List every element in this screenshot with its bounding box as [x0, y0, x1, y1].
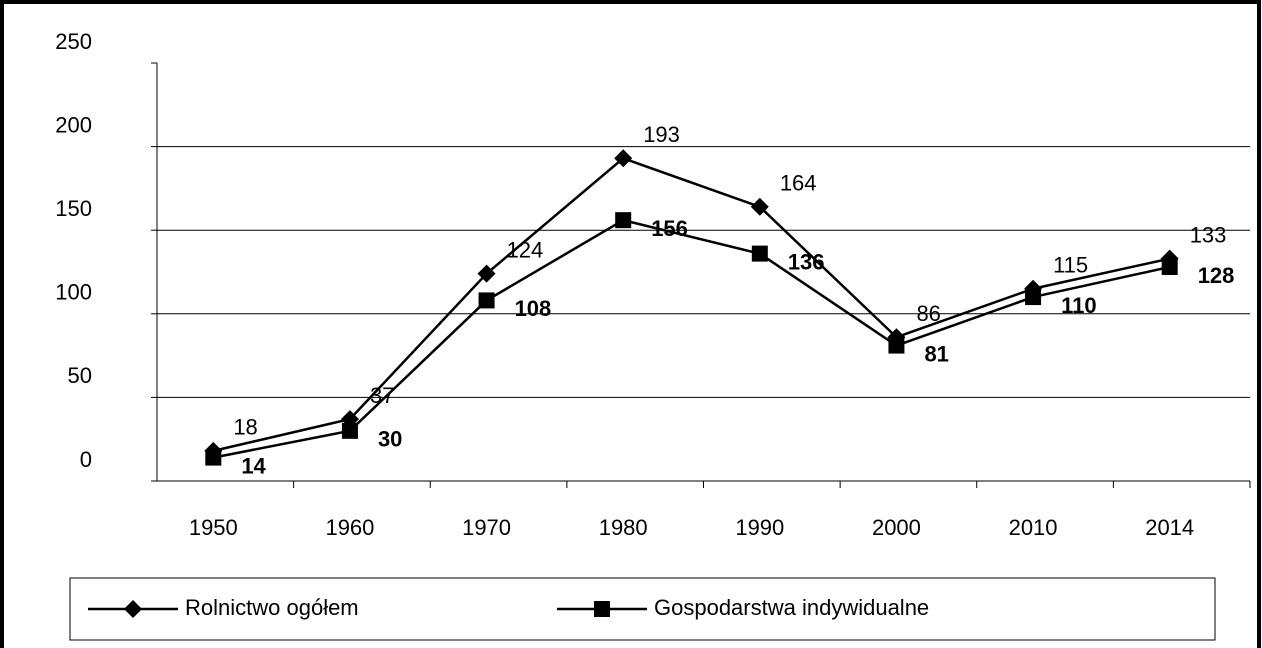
x-tick-label: 1950	[189, 515, 238, 540]
data-label: 14	[241, 453, 266, 478]
series-line	[213, 156, 1170, 453]
x-tick-label: 1980	[599, 515, 648, 540]
square-marker	[615, 212, 632, 229]
square-marker	[751, 245, 768, 262]
legend-label: Gospodarstwa indywidualne	[654, 595, 929, 620]
legend-box	[69, 577, 1216, 641]
data-label: 108	[515, 296, 552, 321]
diamond-marker	[614, 149, 633, 168]
legend-label: Rolnictwo ogółem	[185, 595, 359, 620]
y-tick-label: 100	[55, 280, 92, 305]
y-tick-label: 150	[55, 196, 92, 221]
square-marker	[594, 601, 610, 617]
x-tick-label: 2014	[1145, 515, 1194, 540]
diamond-marker	[750, 197, 769, 216]
y-tick-label: 200	[55, 112, 92, 137]
data-label: 81	[924, 341, 948, 366]
data-label: 86	[916, 301, 940, 326]
x-tick-label: 1990	[735, 515, 784, 540]
data-label: 164	[780, 171, 817, 196]
x-tick-label: 2010	[1009, 515, 1058, 540]
x-tick-label: 1960	[325, 515, 374, 540]
square-marker	[478, 292, 495, 309]
square-marker	[205, 449, 222, 466]
data-label: 193	[643, 122, 680, 147]
diamond-marker	[477, 264, 496, 283]
data-label: 37	[370, 383, 394, 408]
square-marker	[1161, 258, 1178, 275]
square-marker	[888, 337, 905, 354]
data-label: 110	[1061, 293, 1097, 318]
y-tick-label: 250	[55, 29, 92, 54]
y-tick-label: 0	[80, 447, 92, 472]
data-label: 18	[233, 415, 257, 440]
data-label: 115	[1053, 253, 1088, 278]
x-tick-label: 2000	[872, 515, 921, 540]
data-label: 128	[1198, 263, 1235, 288]
data-label: 156	[651, 216, 688, 241]
data-label: 136	[788, 249, 825, 274]
data-label: 30	[378, 427, 402, 452]
data-label: 133	[1190, 222, 1227, 247]
square-marker	[1025, 289, 1042, 306]
diamond-marker	[124, 600, 142, 618]
x-tick-label: 1970	[462, 515, 511, 540]
data-label: 124	[507, 237, 544, 262]
series-line	[213, 218, 1170, 459]
square-marker	[341, 422, 358, 439]
y-tick-label: 50	[68, 363, 92, 388]
